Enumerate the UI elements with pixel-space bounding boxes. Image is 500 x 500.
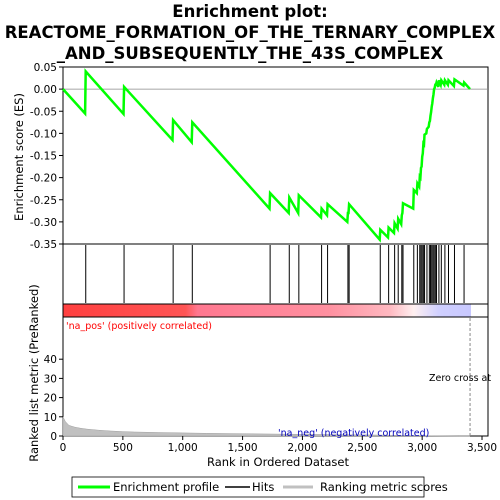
es-y-tick-label: -0.05	[30, 106, 57, 118]
metric-y-tick-label: 30	[44, 373, 57, 385]
x-tick-label: 0	[60, 442, 67, 454]
ranking-heat-bar	[63, 304, 471, 317]
ranking-metric-area	[62, 416, 470, 437]
x-tick-label: 500	[113, 442, 133, 454]
chart-title-line-1: Enrichment plot:	[172, 2, 327, 21]
es-panel-frame	[62, 66, 489, 245]
chart-title-line-2: REACTOME_FORMATION_OF_THE_TERNARY_COMPLE…	[5, 23, 496, 42]
x-tick-label: 3,500	[467, 442, 497, 454]
legend-enrichment-label: Enrichment profile	[113, 480, 219, 494]
metric-y-tick-label: 10	[44, 412, 57, 424]
metric-panel-frame	[62, 316, 489, 437]
es-y-tick-label: -0.15	[30, 151, 57, 163]
neg-annotation: 'na_neg' (negatively correlated)	[278, 428, 429, 439]
x-tick-label: 1,000	[168, 442, 198, 454]
zero-cross-annotation: Zero cross at	[429, 373, 491, 384]
es-y-axis-label: Enrichment score (ES)	[12, 93, 26, 221]
enrichment-profile-line	[62, 68, 471, 243]
es-y-tick-label: -0.30	[30, 217, 57, 229]
metric-y-tick-label: 40	[44, 354, 57, 366]
x-tick-label: 3,000	[407, 442, 437, 454]
metric-y-tick-label: 0	[50, 431, 57, 443]
legend-ranking-label: Ranking metric scores	[320, 480, 448, 494]
x-tick-label: 2,000	[287, 442, 317, 454]
pos-annotation: 'na_pos' (positively correlated)	[66, 321, 212, 332]
x-tick-label: 1,500	[228, 442, 258, 454]
metric-y-axis-label: Ranked list metric (PreRanked)	[27, 284, 41, 462]
legend-hits-label: Hits	[252, 480, 274, 494]
es-y-tick-label: 0.00	[34, 84, 57, 96]
es-y-tick-label: -0.10	[30, 128, 57, 140]
es-y-tick-label: -0.35	[30, 239, 57, 251]
x-axis-label: Rank in Ordered Dataset	[207, 455, 350, 469]
chart-title-line-3: _AND_SUBSEQUENTLY_THE_43S_COMPLEX	[57, 44, 444, 63]
metric-y-tick-label: 20	[44, 393, 57, 405]
es-y-tick-label: 0.05	[34, 62, 57, 74]
es-y-tick-label: -0.20	[30, 173, 57, 185]
x-tick-label: 2,500	[347, 442, 377, 454]
es-y-tick-label: -0.25	[30, 195, 57, 207]
